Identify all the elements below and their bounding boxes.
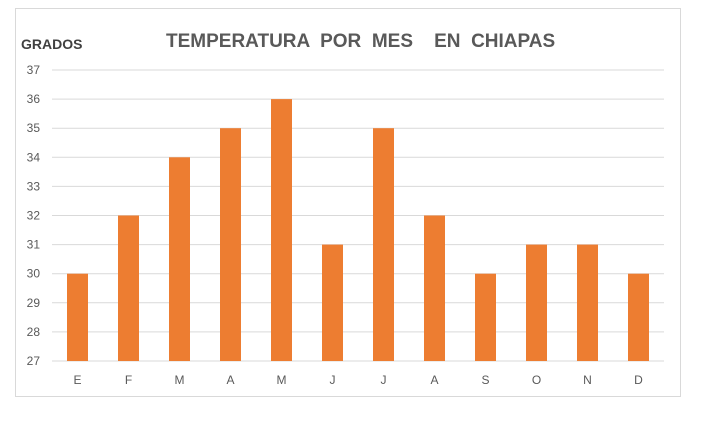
y-tick-label: 27 xyxy=(27,354,41,368)
bar-7 xyxy=(373,128,394,361)
gridlines xyxy=(52,69,664,362)
bars xyxy=(67,99,649,361)
y-tick-label: 35 xyxy=(27,121,41,135)
y-tick-label: 36 xyxy=(27,92,41,106)
bar-6 xyxy=(322,244,343,361)
chart-title: TEMPERATURA POR MES EN CHIAPAS xyxy=(166,31,556,52)
y-tick-label: 32 xyxy=(27,209,41,223)
y-tick-label: 29 xyxy=(27,296,41,310)
y-tick-label: 37 xyxy=(27,63,41,77)
x-tick-label: J xyxy=(330,373,336,387)
x-tick-label: A xyxy=(226,373,234,387)
y-axis-label: GRADOS xyxy=(21,36,83,52)
bar-5 xyxy=(271,99,292,361)
bar-10 xyxy=(526,244,547,361)
bar-12 xyxy=(628,273,649,361)
x-tick-label: F xyxy=(125,373,132,387)
y-tick-label: 34 xyxy=(27,150,41,164)
x-tick-label: N xyxy=(583,373,592,387)
bar-9 xyxy=(475,273,496,361)
bar-11 xyxy=(577,244,598,361)
bar-3 xyxy=(169,157,190,361)
bar-1 xyxy=(67,273,88,361)
x-tick-label: J xyxy=(381,373,387,387)
x-tick-label: M xyxy=(175,373,185,387)
y-tick-label: 28 xyxy=(27,325,41,339)
y-tick-label: 33 xyxy=(27,179,41,193)
bar-4 xyxy=(220,128,241,361)
y-tick-label: 31 xyxy=(27,238,41,252)
bar-2 xyxy=(118,215,139,361)
x-tick-label: M xyxy=(277,373,287,387)
x-tick-label: O xyxy=(532,373,541,387)
bar-8 xyxy=(424,215,445,361)
y-tick-label: 30 xyxy=(27,267,41,281)
x-tick-label: S xyxy=(481,373,489,387)
x-tick-label: A xyxy=(430,373,438,387)
y-axis-ticks: 27 28 29 30 31 32 33 34 35 36 37 xyxy=(27,63,41,368)
x-tick-label: D xyxy=(634,373,643,387)
x-tick-label: E xyxy=(73,373,81,387)
